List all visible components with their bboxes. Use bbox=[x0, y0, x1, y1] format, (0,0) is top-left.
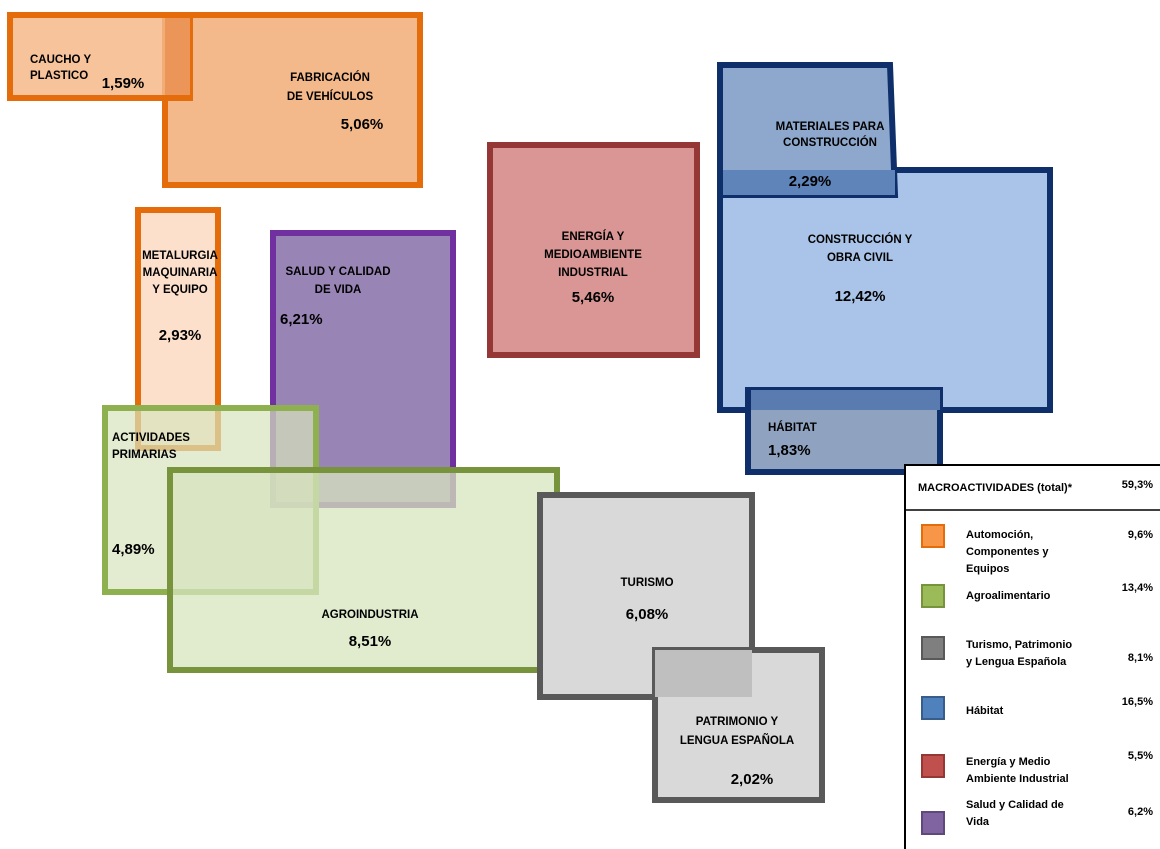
overlap bbox=[723, 170, 895, 195]
box-label: SALUD Y CALIDAD bbox=[286, 266, 391, 278]
box-value: 2,29% bbox=[789, 173, 832, 190]
overlap bbox=[165, 18, 190, 95]
legend-name: Energía y Medio bbox=[966, 756, 1051, 768]
legend-name: Agroalimentario bbox=[966, 590, 1051, 602]
box bbox=[7, 12, 193, 101]
box bbox=[167, 467, 560, 673]
legend-value: 6,2% bbox=[1128, 806, 1153, 818]
box-value: 4,89% bbox=[112, 541, 155, 558]
legend-name: Equipos bbox=[966, 563, 1009, 575]
legend-value: 8,1% bbox=[1128, 652, 1153, 664]
box-label: PATRIMONIO Y bbox=[696, 716, 779, 728]
box-value: 2,93% bbox=[159, 327, 202, 344]
legend-swatch bbox=[921, 754, 945, 778]
legend-swatch bbox=[921, 636, 945, 660]
legend-value: 5,5% bbox=[1128, 750, 1153, 762]
box-label: Y EQUIPO bbox=[152, 284, 207, 296]
legend-swatch bbox=[921, 584, 945, 608]
legend-name: Salud y Calidad de bbox=[966, 799, 1064, 811]
box-label: LENGUA ESPAÑOLA bbox=[680, 734, 794, 747]
box-label: OBRA CIVIL bbox=[827, 252, 893, 264]
box-label: METALURGIA bbox=[142, 250, 218, 262]
overlap bbox=[751, 390, 940, 410]
legend-name: Ambiente Industrial bbox=[966, 773, 1069, 785]
box-label: CAUCHO Y bbox=[30, 54, 91, 66]
box-value: 1,83% bbox=[768, 442, 811, 459]
legend-value: 9,6% bbox=[1128, 529, 1153, 541]
box bbox=[487, 142, 700, 358]
box-label: ACTIVIDADES bbox=[112, 432, 190, 444]
legend-value: 16,5% bbox=[1122, 696, 1153, 708]
box-label: MAQUINARIA bbox=[143, 267, 218, 279]
box bbox=[717, 167, 1053, 413]
box-label: AGROINDUSTRIA bbox=[321, 609, 418, 621]
box-value: 2,02% bbox=[731, 771, 774, 788]
legend-name: Turismo, Patrimonio bbox=[966, 639, 1072, 651]
legend-title: MACROACTIVIDADES (total)* bbox=[918, 482, 1073, 494]
box-label: TURISMO bbox=[620, 577, 673, 589]
legend-total: 59,3% bbox=[1122, 479, 1153, 491]
legend bbox=[904, 464, 1160, 849]
legend-name: Automoción, bbox=[966, 529, 1033, 541]
legend-swatch bbox=[921, 696, 945, 720]
box-value: 5,06% bbox=[341, 116, 384, 133]
box-value: 6,08% bbox=[626, 606, 669, 623]
box-label: MATERIALES PARA bbox=[776, 121, 885, 133]
box-label: CONSTRUCCIÓN Y bbox=[808, 233, 913, 246]
box-value: 6,21% bbox=[280, 311, 323, 328]
box-value: 8,51% bbox=[349, 633, 392, 650]
box-label: HÁBITAT bbox=[768, 421, 817, 434]
legend-name: Hábitat bbox=[966, 705, 1004, 717]
box-label: MEDIOAMBIENTE bbox=[544, 249, 642, 261]
box-label: ENERGÍA Y bbox=[562, 230, 625, 243]
box-value: 5,46% bbox=[572, 289, 615, 306]
legend-name: Vida bbox=[966, 816, 990, 828]
labels: CAUCHO Y PLASTICO 1,59% FABRICACIÓN DE VEHÍC… bbox=[30, 54, 1153, 828]
box-value: 1,59% bbox=[102, 75, 145, 92]
overlap bbox=[655, 650, 752, 697]
legend-swatch bbox=[921, 811, 945, 835]
box-label: CONSTRUCCIÓN bbox=[783, 136, 877, 149]
box-label: FABRICACIÓN bbox=[290, 71, 370, 84]
box-value: 12,42% bbox=[835, 288, 886, 305]
legend-swatch bbox=[921, 524, 945, 548]
box-label: DE VIDA bbox=[315, 284, 362, 296]
legend-value: 13,4% bbox=[1122, 582, 1153, 594]
box-label: PLASTICO bbox=[30, 70, 88, 82]
legend-name: Componentes y bbox=[966, 546, 1049, 558]
box-label: DE VEHÍCULOS bbox=[287, 90, 374, 103]
legend-name: y Lengua Española bbox=[966, 656, 1067, 668]
box-label: INDUSTRIAL bbox=[558, 267, 628, 279]
box-label: PRIMARIAS bbox=[112, 449, 177, 461]
